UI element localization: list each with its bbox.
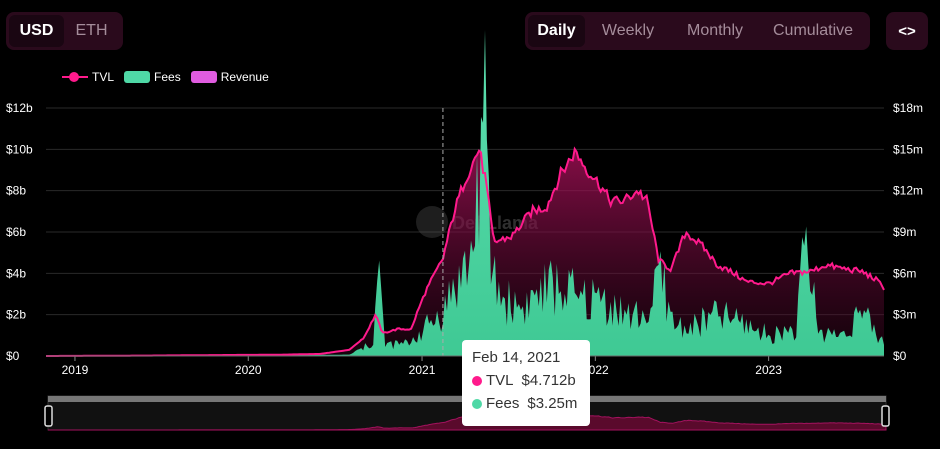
revenue-legend-icon [190, 71, 217, 83]
brush-handle-right[interactable] [881, 405, 890, 427]
legend-label-revenue: Revenue [220, 70, 269, 84]
y-left-tick-label: $4b [6, 266, 26, 280]
y-right-tick-label: $6m [893, 266, 916, 280]
fees-legend-icon [124, 71, 151, 83]
tooltip-tvl-value: $4.712b [521, 372, 576, 389]
period-option-daily[interactable]: Daily [528, 15, 585, 47]
currency-option-usd[interactable]: USD [9, 15, 64, 47]
currency-toggle: USD ETH [6, 12, 123, 50]
y-right-tick-label: $18m [893, 101, 923, 115]
tooltip-row-fees: Fees $3.25m [472, 395, 580, 412]
y-left-tick-label: $0 [6, 349, 20, 363]
fees-dot-icon [472, 398, 482, 409]
x-tick-label: 2023 [755, 363, 782, 377]
y-left-tick-label: $6b [6, 225, 26, 239]
legend-label-fees: Fees [154, 70, 181, 84]
watermark-logo-icon [416, 206, 448, 238]
y-axis-left: $0 $2b $4b $6b $8b $10b $12b [6, 101, 33, 363]
legend-item-fees[interactable]: Fees [124, 70, 181, 84]
y-right-tick-label: $9m [893, 225, 916, 239]
y-left-tick-label: $8b [6, 184, 26, 198]
y-left-tick-label: $2b [6, 308, 26, 322]
chart-tooltip: Feb 14, 2021 TVL $4.712b Fees $3.25m [462, 340, 590, 426]
currency-option-eth[interactable]: ETH [75, 22, 108, 39]
y-left-tick-label: $10b [6, 142, 33, 156]
tooltip-date: Feb 14, 2021 [472, 349, 561, 366]
brush-handle-left[interactable] [44, 405, 53, 427]
x-tick-label: 2019 [62, 363, 89, 377]
legend-label-tvl: TVL [92, 70, 115, 84]
tvl-legend-icon [62, 71, 88, 83]
period-toggle: Daily Weekly Monthly Cumulative [525, 12, 870, 50]
y-left-tick-label: $12b [6, 101, 33, 115]
embed-code-button[interactable]: <> [886, 12, 928, 50]
period-option-weekly[interactable]: Weekly [601, 22, 655, 39]
x-tick-label: 2021 [409, 363, 436, 377]
tvl-series-line [46, 146, 885, 357]
legend-item-revenue[interactable]: Revenue [190, 70, 269, 84]
y-axis-right: $0 $3m $6m $9m $12m $15m $18m [893, 101, 923, 363]
chart-legend: TVL Fees Revenue [62, 70, 279, 84]
period-option-cumulative[interactable]: Cumulative [772, 22, 854, 39]
code-icon: <> [898, 22, 916, 40]
tvl-dot-icon [472, 375, 482, 386]
period-option-monthly[interactable]: Monthly [686, 22, 744, 39]
tooltip-tvl-label: TVL [486, 372, 514, 389]
fees-area [46, 30, 884, 356]
tooltip-row-tvl: TVL $4.712b [472, 372, 580, 389]
legend-item-tvl[interactable]: TVL [62, 70, 114, 84]
tooltip-fees-value: $3.25m [527, 395, 578, 412]
tooltip-fees-label: Fees [486, 395, 520, 412]
x-tick-label: 2020 [235, 363, 262, 377]
y-right-tick-label: $0 [893, 349, 907, 363]
y-right-tick-label: $15m [893, 142, 923, 156]
y-right-tick-label: $12m [893, 184, 923, 198]
y-right-tick-label: $3m [893, 308, 916, 322]
